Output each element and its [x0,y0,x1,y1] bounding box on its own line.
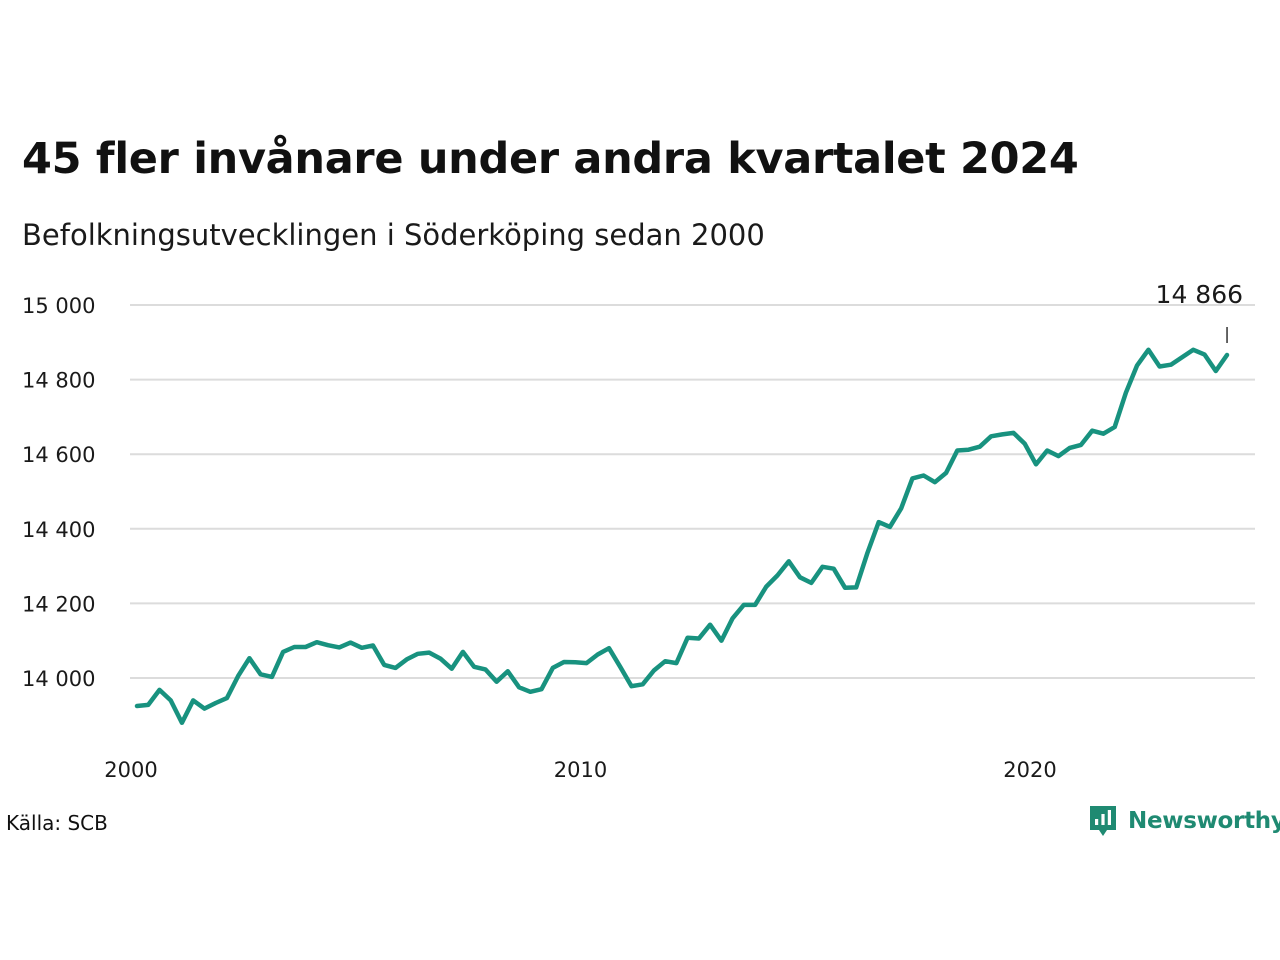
chart-subtitle: Befolkningsutvecklingen i Söderköping se… [22,218,765,252]
brand-logo: Newsworthy [1088,804,1280,838]
brand-name: Newsworthy [1128,808,1280,834]
y-tick-label: 15 000 [22,294,95,318]
series-layer [134,347,1230,726]
x-tick-label: 2010 [554,758,607,782]
y-tick-label: 14 600 [22,443,95,467]
y-tick-label: 14 200 [22,592,95,616]
last-value-annotation: 14 866 [1156,280,1243,343]
x-axis-tick-labels: 2000 2010 2020 [104,758,1056,782]
x-tick-label: 2020 [1003,758,1056,782]
x-tick-label: 2000 [104,758,157,782]
chart-logo-icon [1090,806,1116,836]
line-chart: 14 000 14 200 14 400 14 600 14 800 15 000 200… [22,280,1255,782]
y-tick-label: 14 000 [22,667,95,691]
last-value-label: 14 866 [1156,280,1243,309]
source-note: Källa: SCB [6,811,108,835]
series-line [134,347,1230,726]
chart-title: 45 fler invånare under andra kvartalet 2… [22,134,1079,184]
y-tick-label: 14 400 [22,518,95,542]
y-tick-label: 14 800 [22,369,95,393]
y-axis-tick-labels: 14 000 14 200 14 400 14 600 14 800 15 000 [22,294,95,691]
grid-lines [130,304,1255,679]
